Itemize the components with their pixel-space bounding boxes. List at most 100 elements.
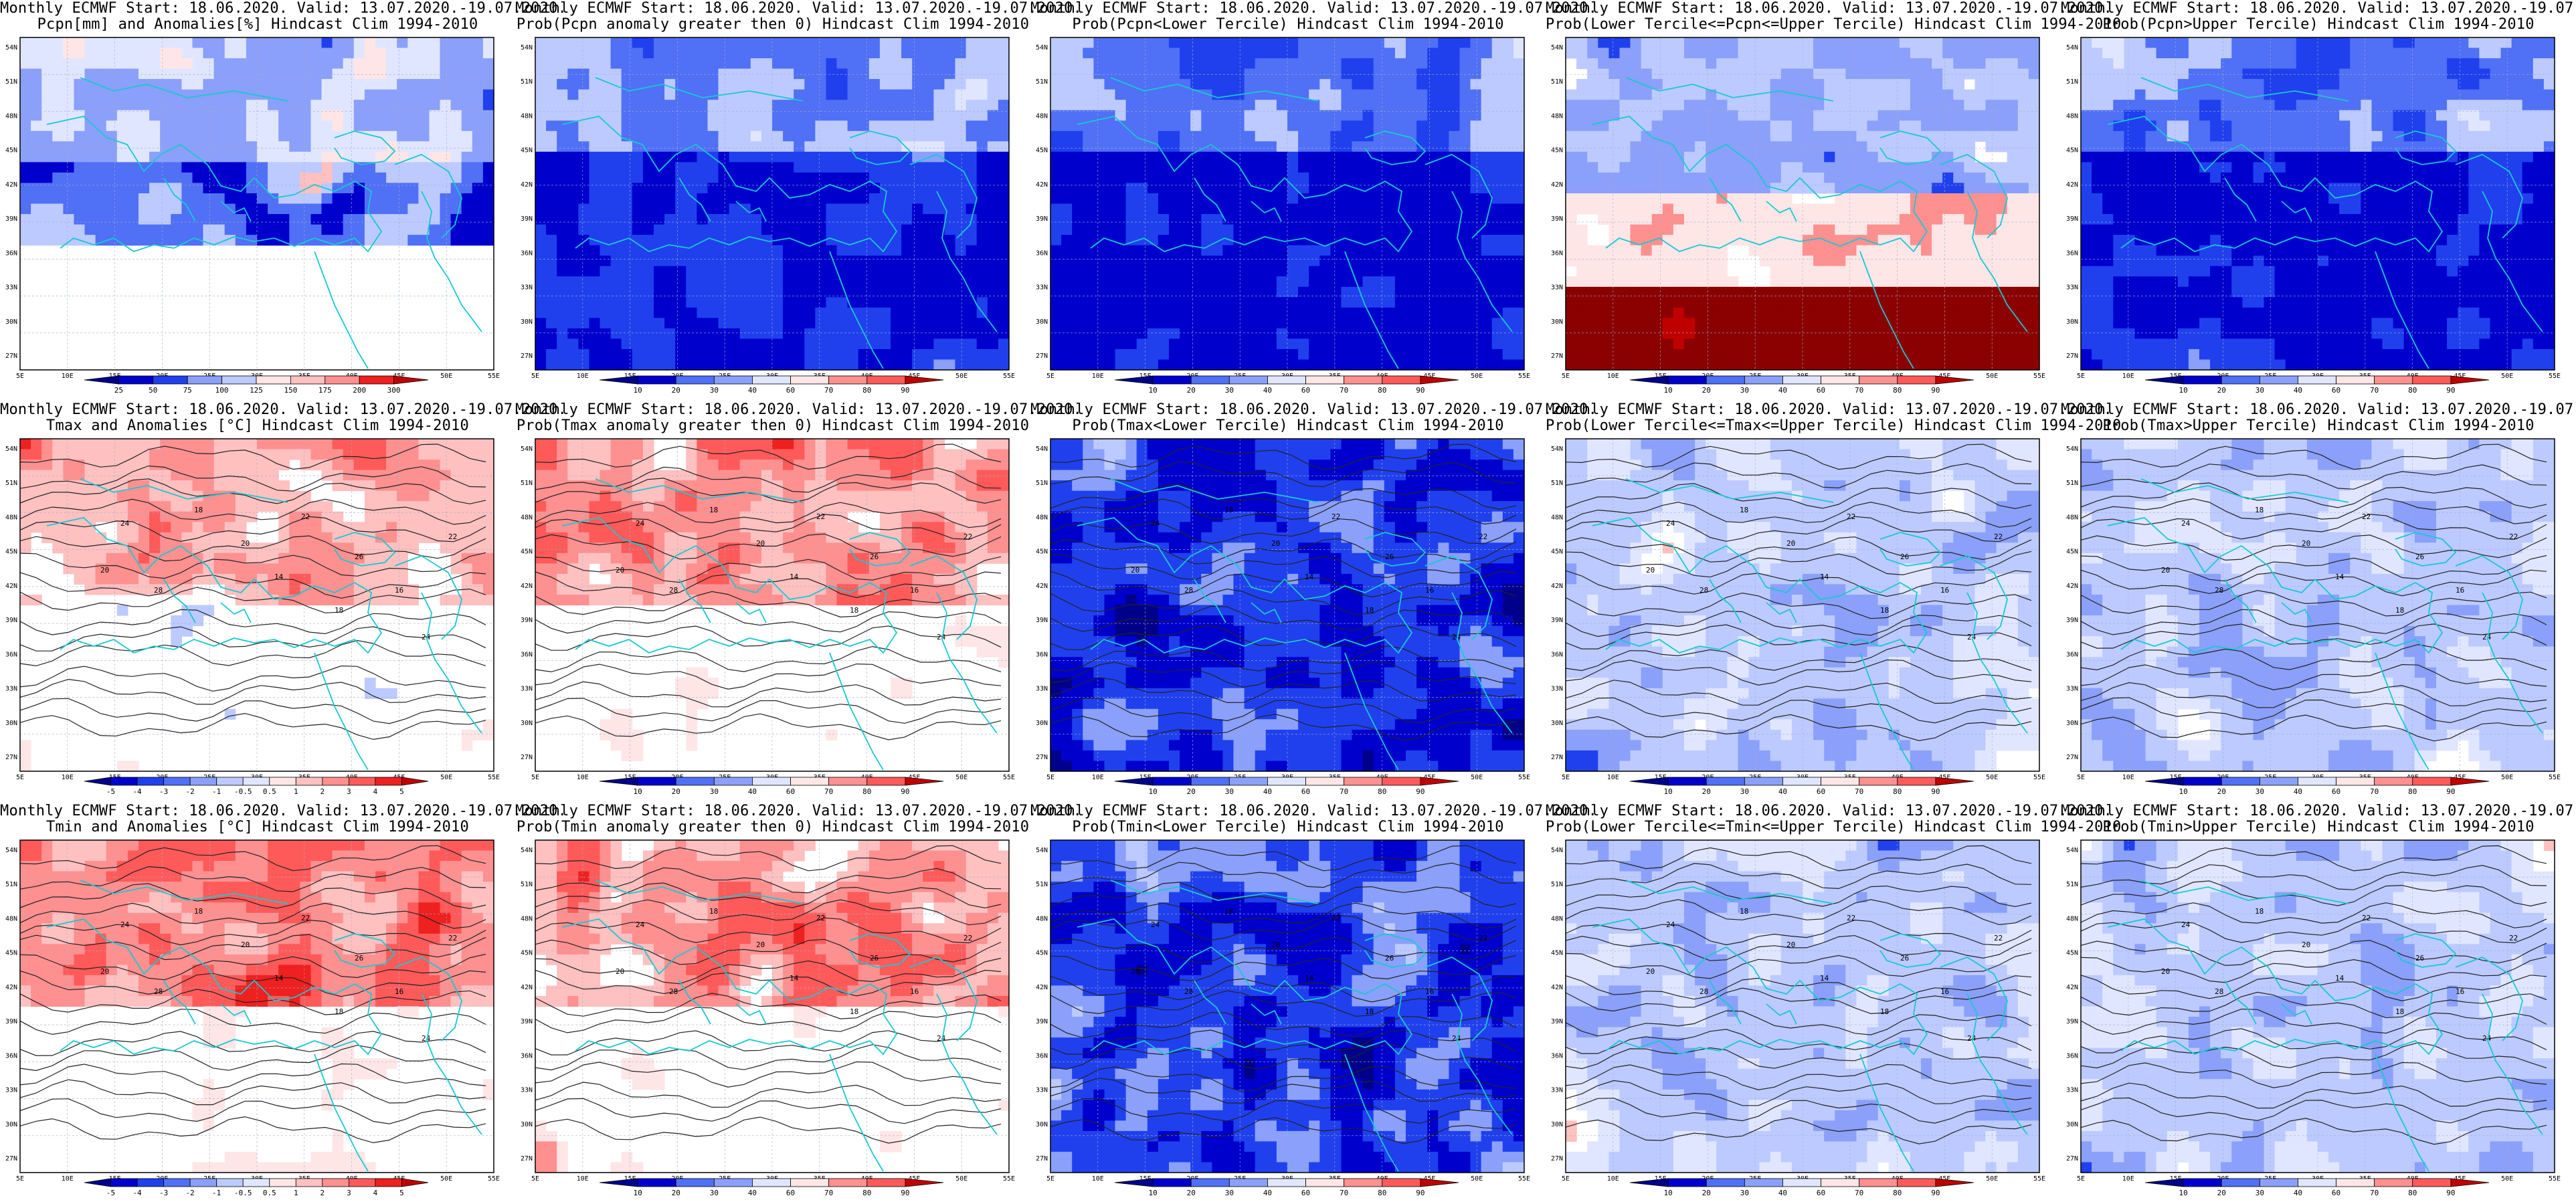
- lat-label: 42N: [1036, 181, 1048, 189]
- coastlines: [1077, 478, 1513, 771]
- lat-label: 27N: [521, 353, 533, 360]
- lon-label: 5E: [531, 373, 539, 380]
- colorbar-label: 70: [824, 1189, 833, 1197]
- lon-label: 50E: [955, 1175, 968, 1183]
- shaded-field: [535, 37, 1010, 371]
- lon-label: 55E: [1003, 1175, 1015, 1183]
- lon-label: 10E: [1607, 1175, 1619, 1183]
- map-area: 24 18 20 22 26 16 28 14 24 18 20 22: [1565, 839, 2040, 1173]
- panel-title-line2: Tmax and Anomalies [°C] Hindcast Clim 19…: [46, 417, 469, 434]
- lat-label: 33N: [521, 1087, 533, 1094]
- lon-label: 50E: [440, 774, 452, 781]
- contour-label: 16: [1940, 987, 1949, 996]
- lat-label: 30N: [1036, 720, 1048, 727]
- colorbar-label: 70: [824, 386, 833, 395]
- lon-label: 55E: [2033, 1175, 2045, 1183]
- lon-label: 55E: [1003, 774, 1015, 781]
- lon-label: 55E: [2549, 774, 2561, 781]
- lat-label: 51N: [1036, 78, 1048, 86]
- shaded-field: [2081, 37, 2555, 371]
- lon-label: 45E: [1938, 373, 1950, 380]
- contour-label: 22: [1847, 914, 1855, 922]
- colorbar-label: 40: [1263, 1189, 1272, 1197]
- lat-label: 51N: [2066, 480, 2078, 487]
- map-area: [1050, 37, 1525, 371]
- contour-label: 26: [2415, 553, 2424, 561]
- contour-label: 22: [816, 512, 825, 521]
- map-panel: 54N 51N 48N 45N 42N 39N 36N 33N 30N 27N 5E 10E 15E 20…: [1030, 0, 1598, 401]
- lat-label: 30N: [1551, 1121, 1563, 1128]
- contour-label: 18: [709, 907, 718, 916]
- contour-label: 18: [1880, 606, 1889, 615]
- lat-label: 45N: [2066, 548, 2078, 556]
- lat-label: 30N: [1036, 1121, 1048, 1128]
- contour-label: 20: [1271, 539, 1280, 548]
- lon-label: 50E: [2501, 1175, 2513, 1183]
- lat-label: 33N: [521, 686, 533, 693]
- lat-label: 42N: [1551, 181, 1563, 189]
- panel-title-line2: Prob(Pcpn anomaly greater then 0) Hindca…: [516, 16, 1030, 33]
- contour-label: 18: [2395, 606, 2404, 615]
- colorbar-label: 40: [2294, 787, 2302, 796]
- lon-label: 55E: [2549, 1175, 2561, 1183]
- colorbar: -5 -4 -3 -2 -1 -0.5 0.5 1 2 3 4 5: [84, 1178, 429, 1197]
- colorbar-label: 30: [1740, 386, 1749, 395]
- contour-label: 22: [448, 934, 457, 942]
- contour-label: 16: [910, 586, 919, 595]
- lat-label: 51N: [1551, 480, 1563, 487]
- lat-label: 33N: [2066, 686, 2078, 693]
- shaded-field: [2081, 439, 2555, 772]
- lat-label: 45N: [2066, 950, 2078, 957]
- coastlines: [561, 478, 998, 771]
- lon-label: 15E: [2170, 1175, 2182, 1183]
- lat-label: 33N: [2066, 1087, 2078, 1094]
- map-area: 24 18 20 22 26 16 28 14 24 18 20 22: [1050, 438, 1525, 772]
- lat-label: 33N: [2066, 284, 2078, 292]
- lon-label: 5E: [531, 1175, 539, 1183]
- colorbar-label: 80: [2408, 1189, 2417, 1197]
- map-area: [2080, 37, 2555, 371]
- colorbar-label: -4: [132, 1189, 142, 1197]
- panel-title-line1: Monthly ECMWF Start: 18.06.2020. Valid: …: [1030, 0, 1598, 17]
- map-canvas: 54N 51N 48N 45N 42N 39N 36N 33N 30N 27N 5E 10E 15E 20…: [1036, 37, 1530, 395]
- contour-label: 16: [2456, 987, 2464, 996]
- lon-label: 10E: [62, 373, 74, 380]
- contour-label: 14: [790, 573, 799, 581]
- height-contours: 24 18 20 22 26 16 28 14 24 18 20 22: [535, 845, 1002, 1144]
- contour-label: 16: [395, 987, 403, 996]
- map-canvas: 24 18 20 22 26 16 28 14 24 18 20 22 54N 51N 48N 45N 42N 3…: [1036, 839, 1530, 1197]
- colorbar-label: 20: [2217, 386, 2226, 395]
- contour-label: 28: [669, 586, 678, 595]
- lon-label: 50E: [1471, 1175, 1483, 1183]
- graticule: [2081, 37, 2555, 370]
- colorbar-label: 0.5: [263, 1189, 276, 1197]
- lat-label: 45N: [1551, 950, 1563, 957]
- panel-title-line1: Monthly ECMWF Start: 18.06.2020. Valid: …: [1546, 401, 2113, 418]
- lon-label: 50E: [1986, 774, 1998, 781]
- colorbar-label: 30: [2256, 1189, 2264, 1197]
- colorbar-label: 80: [1893, 386, 1902, 395]
- contour-label: 14: [2335, 974, 2344, 983]
- lat-label: 36N: [1551, 1052, 1563, 1060]
- panel-title-line2: Prob(Tmin<Lower Tercile) Hindcast Clim 1…: [1072, 819, 1504, 835]
- colorbar-label: 70: [1855, 1189, 1863, 1197]
- colorbar-label: 20: [1187, 386, 1196, 395]
- map-panel: 24 18 20 22 26 16 28 14 24 18 20 22 54N 51N 48N 45N 42N 3…: [2061, 803, 2576, 1204]
- contour-label: 14: [1305, 974, 1314, 983]
- lat-label: 33N: [1551, 284, 1563, 292]
- lat-label: 54N: [521, 445, 533, 453]
- colorbar-label: -2: [186, 787, 195, 796]
- contour-label: 22: [1994, 934, 2003, 942]
- colorbar-label: 30: [1740, 1189, 1749, 1197]
- map-canvas: 24 18 20 22 26 16 28 14 24 18 20 22 54N 51N 48N 45N 42N 3…: [2066, 438, 2561, 796]
- lat-label: 33N: [1551, 686, 1563, 693]
- lat-label: 39N: [1036, 1018, 1048, 1025]
- lat-label: 36N: [521, 651, 533, 658]
- lon-label: 15E: [1139, 373, 1152, 380]
- shaded-field: [1050, 439, 1525, 772]
- contour-label: 22: [1331, 512, 1340, 521]
- lat-label: 48N: [2066, 915, 2078, 922]
- lat-label: 39N: [2066, 1018, 2078, 1025]
- colorbar: -5 -4 -3 -2 -1 -0.5 0.5 1 2 3 4 5: [84, 777, 429, 796]
- contour-label: 20: [100, 566, 109, 575]
